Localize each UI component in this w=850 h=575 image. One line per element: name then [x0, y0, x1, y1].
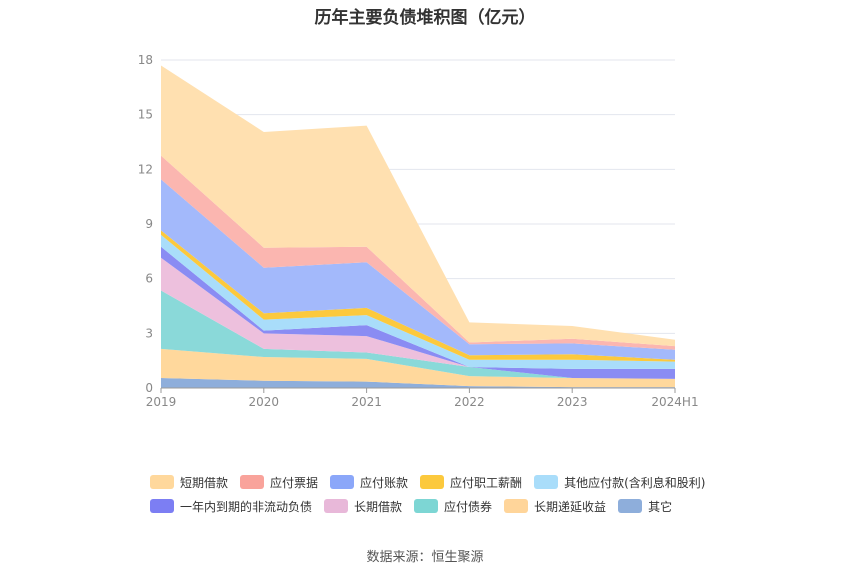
- legend-label: 应付职工薪酬: [450, 475, 523, 490]
- area-1: [161, 377, 675, 388]
- data-source: 数据来源：恒生聚源: [366, 550, 484, 565]
- legend-label: 长期递延收益: [534, 499, 607, 514]
- legend-swatch: [534, 475, 559, 489]
- area-6: [161, 234, 675, 369]
- axes: 0 3 6 9 12 15 18 2019 2020 2021 2022 2023 2024H1: [138, 53, 699, 409]
- legend-item[interactable]: 长期借款: [324, 498, 402, 515]
- x-tick-label: 2023: [557, 395, 588, 409]
- legend-swatch: [240, 475, 265, 489]
- legend-swatch: [150, 499, 174, 513]
- legend-swatch: [420, 475, 445, 489]
- chart-title: 历年主要负债堆积图（亿元）: [314, 8, 536, 28]
- legend-swatch: [414, 499, 439, 513]
- legend-swatch: [324, 499, 349, 513]
- legend-row: 一年内到期的非流动负债 长期借款 应付债券 长期递延收益 其它: [150, 494, 750, 518]
- legend: 短期借款 应付票据 应付账款 应付职工薪酬 其他应付款(含利息和股利) 一年内到期的非流…: [150, 470, 750, 518]
- legend-item[interactable]: 其它: [618, 498, 672, 515]
- legend-label: 应付账款: [360, 475, 409, 490]
- legend-item[interactable]: 应付债券: [414, 498, 492, 515]
- area-4: [161, 257, 675, 379]
- legend-swatch: [504, 499, 529, 513]
- y-tick-label: 6: [145, 272, 153, 286]
- area-10: [161, 65, 675, 347]
- x-tick-label: 2022: [454, 395, 485, 409]
- area-7: [161, 230, 675, 362]
- area-3: [161, 290, 675, 379]
- x-tick-label: 2019: [146, 395, 177, 409]
- legend-swatch: [618, 499, 643, 513]
- legend-label: 一年内到期的非流动负债: [180, 499, 313, 514]
- legend-label: 应付票据: [270, 475, 319, 490]
- y-tick-label: 15: [138, 108, 153, 122]
- legend-swatch: [150, 475, 174, 489]
- legend-item[interactable]: 长期递延收益: [504, 498, 606, 515]
- area-2: [161, 348, 675, 388]
- legend-item[interactable]: 应付职工薪酬: [420, 474, 522, 491]
- stacked-area-chart: 0 3 6 9 12 15 18 2019 2020 2021 2022 2023 2024H1: [138, 53, 699, 409]
- legend-item[interactable]: 短期借款: [150, 474, 228, 491]
- y-tick-label: 3: [145, 326, 153, 340]
- legend-swatch: [330, 475, 355, 489]
- area-series: [161, 65, 675, 388]
- area-9: [161, 155, 675, 350]
- legend-item[interactable]: 应付账款: [330, 474, 408, 491]
- legend-label: 长期借款: [354, 499, 403, 514]
- legend-label: 其它: [648, 499, 673, 514]
- x-tick-label: 2021: [351, 395, 382, 409]
- legend-label: 其他应付款(含利息和股利): [564, 475, 706, 490]
- legend-label: 应付债券: [444, 499, 493, 514]
- legend-item[interactable]: 应付票据: [240, 474, 318, 491]
- legend-item[interactable]: 一年内到期的非流动负债: [150, 498, 312, 515]
- x-tick-label: 2020: [249, 395, 280, 409]
- x-tick-label: 2024H1: [651, 395, 698, 409]
- y-tick-label: 9: [145, 217, 153, 231]
- legend-row: 短期借款 应付票据 应付账款 应付职工薪酬 其他应付款(含利息和股利): [150, 470, 750, 494]
- y-tick-label: 0: [145, 381, 153, 395]
- y-tick-label: 18: [138, 53, 153, 67]
- legend-label: 短期借款: [180, 475, 229, 490]
- legend-item[interactable]: 其他应付款(含利息和股利): [534, 474, 705, 491]
- area-8: [161, 179, 675, 360]
- y-tick-label: 12: [138, 162, 153, 176]
